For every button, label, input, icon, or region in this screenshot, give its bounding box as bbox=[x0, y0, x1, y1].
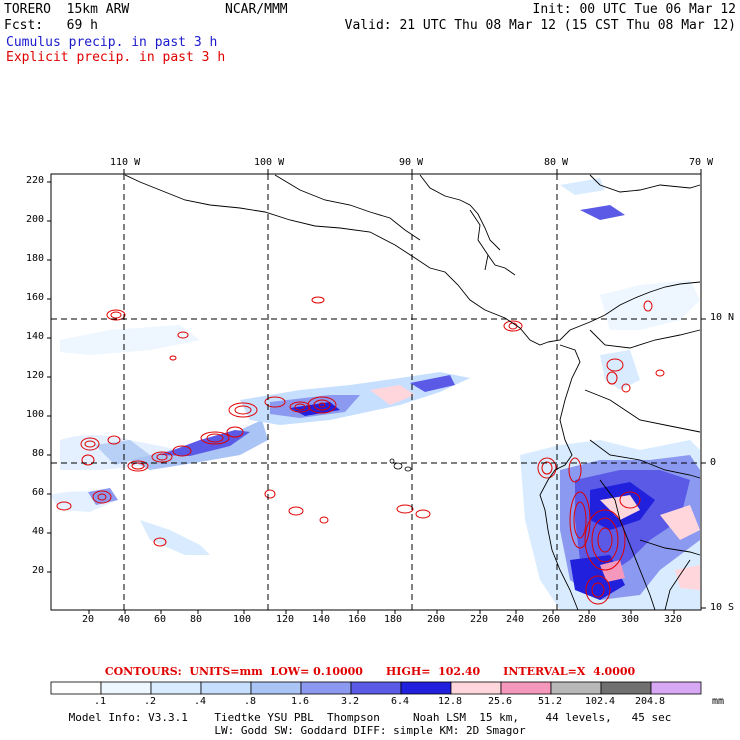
lon-label-110w: 110 W bbox=[110, 157, 141, 168]
y-tick: 220 bbox=[26, 175, 45, 186]
colorbar-swatch bbox=[600, 681, 652, 695]
y-tick: 120 bbox=[26, 370, 45, 381]
map-frame bbox=[50, 173, 702, 611]
x-tick: 300 bbox=[621, 614, 640, 625]
colorbar-label: .8 bbox=[243, 696, 257, 707]
colorbar-label: .1 bbox=[93, 696, 107, 707]
contour-info: CONTOURS: UNITS=mm LOW= 0.10000 HIGH= 10… bbox=[104, 665, 636, 678]
x-tick: 240 bbox=[506, 614, 525, 625]
lat-label-0: 0 bbox=[710, 457, 717, 468]
x-tick: 60 bbox=[154, 614, 167, 625]
model-info-line2: LW: Godd SW: Goddard DIFF: simple KM: 2D… bbox=[214, 724, 526, 737]
x-tick: 320 bbox=[664, 614, 683, 625]
y-tick: 200 bbox=[26, 214, 45, 225]
y-tick: 20 bbox=[32, 565, 45, 576]
lon-label-70w: 70 W bbox=[689, 157, 714, 168]
x-tick: 180 bbox=[384, 614, 403, 625]
x-tick: 100 bbox=[233, 614, 252, 625]
colorbar-label: 102.4 bbox=[584, 696, 616, 707]
model-info-line1: Model Info: V3.3.1 Tiedtke YSU PBL Thomp… bbox=[68, 711, 672, 724]
forecast-hour: Fcst: 69 h bbox=[4, 18, 98, 33]
colorbar-swatch bbox=[500, 681, 552, 695]
cumulus-precip-shading bbox=[50, 178, 700, 610]
y-tick: 140 bbox=[26, 331, 45, 342]
colorbar-swatch bbox=[650, 681, 702, 695]
colorbar-label: 12.8 bbox=[437, 696, 463, 707]
x-tick: 80 bbox=[190, 614, 203, 625]
y-tick: 100 bbox=[26, 409, 45, 420]
colorbar-swatch bbox=[200, 681, 252, 695]
x-tick: 200 bbox=[427, 614, 446, 625]
x-tick: 140 bbox=[312, 614, 331, 625]
colorbar-swatch bbox=[50, 681, 102, 695]
colorbar-swatch bbox=[150, 681, 202, 695]
explicit-legend: Explicit precip. in past 3 h bbox=[6, 50, 226, 65]
colorbar-swatch bbox=[550, 681, 602, 695]
lat-label-10s: 10 S bbox=[710, 602, 735, 613]
axis-ticks bbox=[47, 169, 706, 614]
init-time: Init: 00 UTC Tue 06 Mar 12 bbox=[532, 2, 737, 17]
colorbar-label: 1.6 bbox=[290, 696, 310, 707]
x-tick: 120 bbox=[276, 614, 295, 625]
explicit-precip-contours bbox=[56, 296, 665, 605]
colorbar-label: 25.6 bbox=[487, 696, 513, 707]
colorbar-label: 204.8 bbox=[634, 696, 666, 707]
colorbar-label: 51.2 bbox=[537, 696, 563, 707]
colorbar-swatch bbox=[450, 681, 502, 695]
y-tick: 60 bbox=[32, 487, 45, 498]
colorbar-swatch bbox=[300, 681, 352, 695]
x-tick: 260 bbox=[542, 614, 561, 625]
lat-label-10n: 10 N bbox=[710, 312, 735, 323]
x-tick: 160 bbox=[348, 614, 367, 625]
valid-time: Valid: 21 UTC Thu 08 Mar 12 (15 CST Thu … bbox=[344, 18, 736, 33]
model-title: TORERO 15km ARW bbox=[4, 2, 130, 17]
colorbar-swatch bbox=[350, 681, 402, 695]
colorbar-swatch bbox=[400, 681, 452, 695]
x-tick: 220 bbox=[470, 614, 489, 625]
colorbar-units: mm bbox=[712, 696, 725, 707]
x-tick: 280 bbox=[578, 614, 597, 625]
colorbar-label: 3.2 bbox=[340, 696, 360, 707]
cumulus-legend: Cumulus precip. in past 3 h bbox=[6, 35, 218, 50]
lat-lon-grid bbox=[51, 174, 701, 610]
lon-label-80w: 80 W bbox=[544, 157, 569, 168]
lon-label-100w: 100 W bbox=[254, 157, 285, 168]
colorbar-label: 6.4 bbox=[390, 696, 410, 707]
colorbar-label: .2 bbox=[143, 696, 157, 707]
x-tick: 20 bbox=[82, 614, 95, 625]
y-tick: 160 bbox=[26, 292, 45, 303]
organization-label: NCAR/MMM bbox=[225, 2, 288, 17]
lon-label-90w: 90 W bbox=[399, 157, 424, 168]
y-tick: 40 bbox=[32, 526, 45, 537]
colorbar-label: .4 bbox=[193, 696, 207, 707]
x-tick: 40 bbox=[118, 614, 131, 625]
colorbar-swatch bbox=[250, 681, 302, 695]
colorbar-swatch bbox=[100, 681, 152, 695]
y-tick: 180 bbox=[26, 253, 45, 264]
coastlines bbox=[124, 174, 701, 611]
y-tick: 80 bbox=[32, 448, 45, 459]
